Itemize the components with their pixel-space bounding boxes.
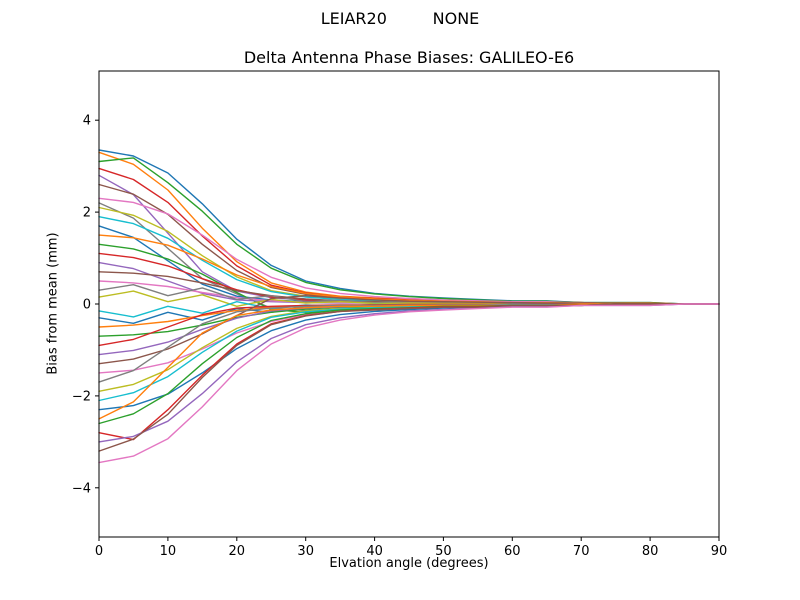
svg-text:40: 40 bbox=[366, 544, 383, 559]
svg-text:30: 30 bbox=[297, 544, 314, 559]
svg-text:70: 70 bbox=[573, 544, 590, 559]
svg-text:20: 20 bbox=[229, 544, 246, 559]
svg-text:50: 50 bbox=[435, 544, 452, 559]
svg-text:10: 10 bbox=[160, 544, 177, 559]
svg-text:90: 90 bbox=[711, 544, 728, 559]
figure-suptitle: LEIAR20 NONE bbox=[320, 9, 480, 28]
chart-title: Delta Antenna Phase Biases: GALILEO-E6 bbox=[243, 48, 575, 67]
svg-text:80: 80 bbox=[642, 544, 659, 559]
svg-text:60: 60 bbox=[504, 544, 521, 559]
x-axis-label: Elvation angle (degrees) bbox=[329, 556, 489, 571]
svg-text:−2: −2 bbox=[72, 389, 91, 404]
svg-text:−4: −4 bbox=[72, 481, 91, 496]
y-axis-label: Bias from mean (mm) bbox=[45, 232, 61, 375]
svg-text:2: 2 bbox=[83, 206, 91, 221]
svg-text:0: 0 bbox=[83, 298, 91, 313]
svg-text:4: 4 bbox=[83, 114, 91, 129]
svg-text:0: 0 bbox=[95, 544, 103, 559]
